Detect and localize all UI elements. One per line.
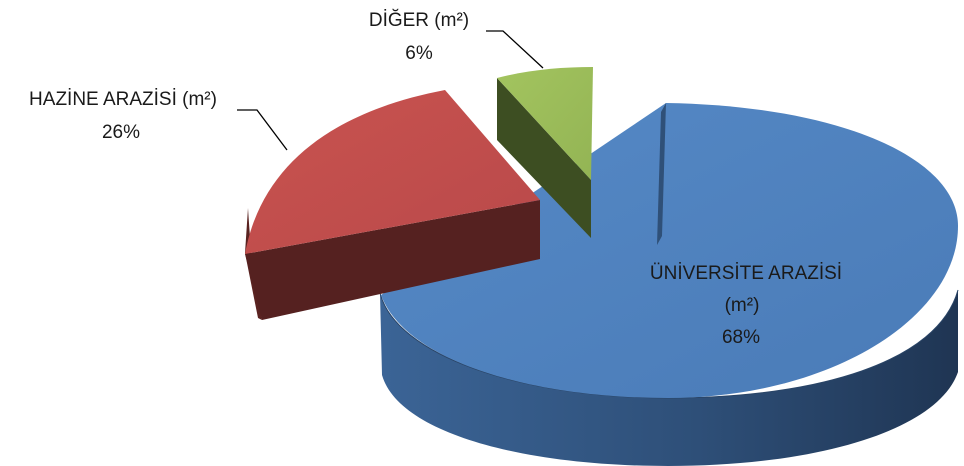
label-universite-name: ÜNİVERSİTE ARAZİSİ — [650, 263, 842, 284]
slice-hazine-top — [245, 90, 540, 254]
label-diger-percent: 6% — [405, 43, 433, 64]
leader-line-hazine — [237, 109, 288, 151]
slice-diger-side — [497, 78, 591, 238]
slice-universite-side — [380, 290, 958, 466]
leader-line-diger — [486, 30, 544, 69]
slice-hazine-front-wall — [245, 200, 540, 320]
slice-diger-top — [497, 67, 593, 180]
label-hazine-percent: 26% — [102, 122, 140, 143]
label-universite-percent: 68% — [722, 327, 760, 348]
label-diger-name: DİĞER (m²) — [369, 9, 469, 31]
label-universite-unit: (m²) — [725, 295, 760, 316]
pie-slice-universite — [379, 103, 959, 466]
slice-universite-inner-wall — [657, 103, 666, 245]
slice-universite-top — [381, 103, 958, 398]
label-hazine-name: HAZİNE ARAZİSİ (m²) — [29, 89, 217, 110]
pie-slice-hazine — [245, 90, 540, 320]
pie-slice-diger — [497, 67, 593, 238]
